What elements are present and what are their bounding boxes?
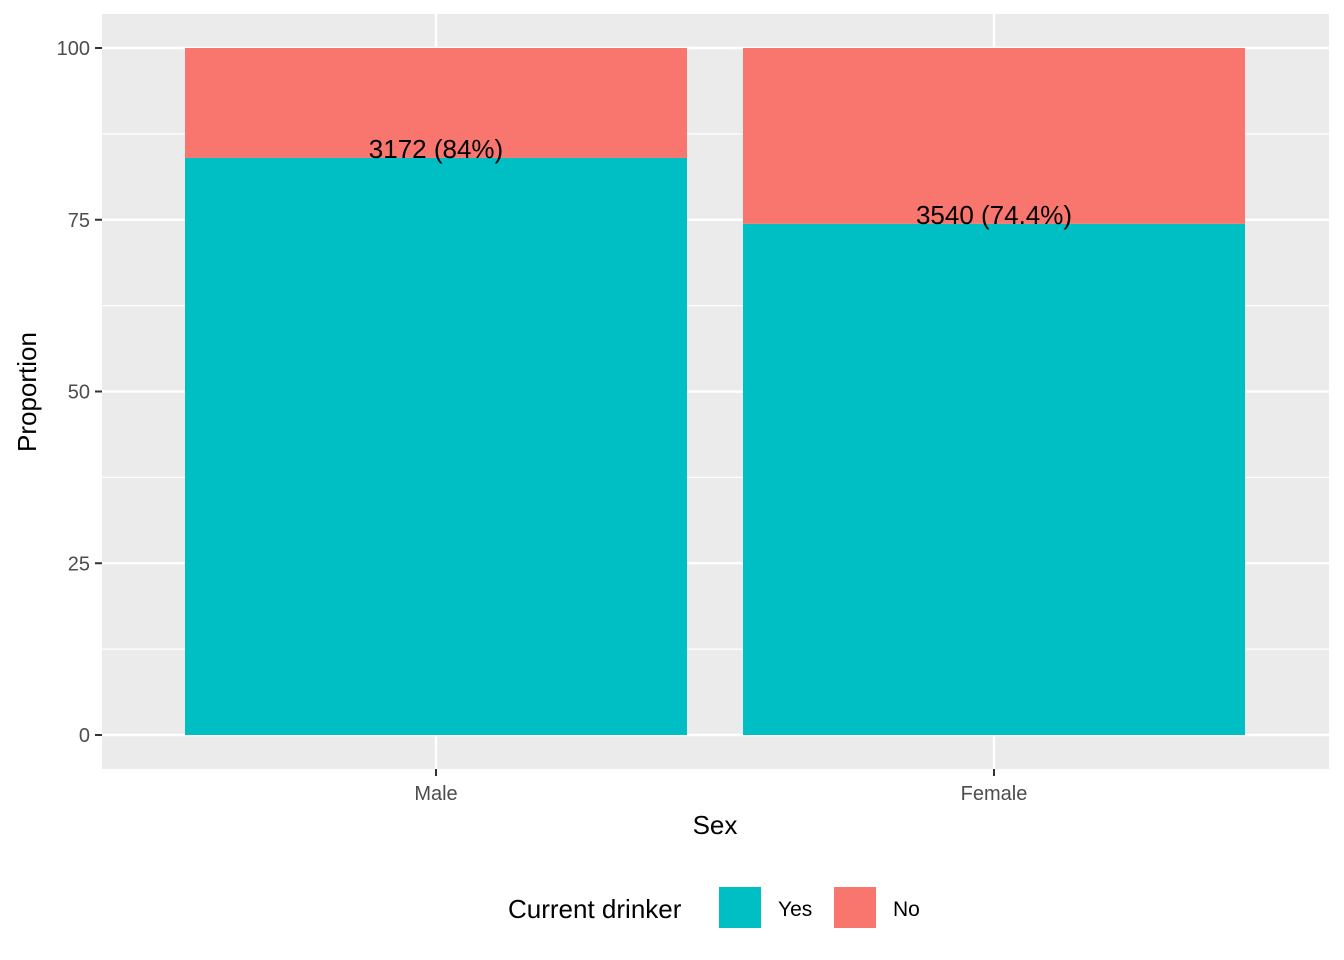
x-tick-label: Male	[414, 783, 457, 805]
data-labels: 3172 (84%) 3540 (74.4%)	[369, 134, 1072, 230]
y-axis-title: Proportion	[12, 332, 42, 452]
x-axis: Male Female	[414, 769, 1027, 805]
legend-key-no	[834, 887, 876, 928]
legend-label-no: No	[893, 898, 920, 921]
legend: Current drinker Yes No	[508, 887, 920, 928]
data-label: 3172 (84%)	[369, 134, 503, 164]
legend-title: Current drinker	[508, 894, 682, 924]
y-axis: 0 25 50 75 100	[57, 38, 102, 747]
y-tick-label: 25	[68, 553, 90, 575]
x-tick-label: Female	[961, 783, 1028, 805]
bar-female-no	[743, 48, 1245, 224]
bar-male-yes	[185, 157, 687, 736]
y-tick-label: 75	[68, 210, 90, 232]
y-tick-label: 50	[68, 382, 90, 404]
bars	[185, 48, 1245, 736]
y-tick-label: 100	[57, 38, 90, 60]
y-tick-label: 0	[79, 725, 90, 747]
legend-key-yes	[719, 887, 761, 928]
data-label: 3540 (74.4%)	[916, 200, 1072, 230]
legend-label-yes: Yes	[778, 898, 812, 921]
bar-female-yes	[743, 223, 1245, 735]
x-axis-title: Sex	[693, 810, 738, 840]
bar-male-no	[185, 48, 687, 158]
